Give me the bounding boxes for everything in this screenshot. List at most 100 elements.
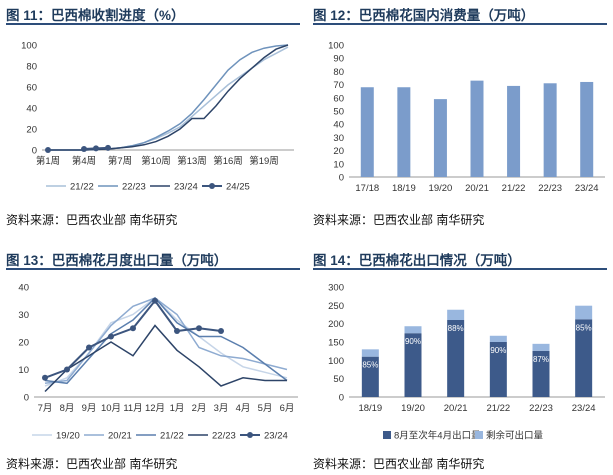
x-tick-label: 3月 [214, 403, 229, 414]
bar-percent-label: 85% [362, 361, 378, 370]
y-tick-label: 10 [333, 159, 344, 170]
legend-label: 22/23 [212, 431, 236, 442]
bar-18-19 [397, 87, 411, 177]
data-point [45, 147, 51, 153]
x-tick-label: 21/22 [486, 403, 510, 414]
legend-label: 24/25 [226, 182, 250, 193]
source-note: 资料来源：巴西农业部 南华研究 [313, 213, 485, 227]
legend-swatch [475, 431, 483, 439]
x-tick-label: 4月 [236, 403, 251, 414]
bar-segment-remaining [575, 305, 593, 320]
bar-segment-exported [489, 342, 507, 397]
data-point [196, 325, 202, 332]
bar-percent-label: 87% [533, 355, 549, 364]
bar-segment-exported [404, 333, 422, 397]
x-tick-label: 9月 [82, 403, 97, 414]
x-tick-label: 23/24 [572, 403, 596, 414]
y-tick-label: 200 [328, 319, 344, 330]
source-note: 资料来源：巴西农业部 南华研究 [313, 457, 485, 471]
title-rule [6, 23, 300, 25]
bar-segment-remaining [447, 309, 465, 320]
y-tick-label: 100 [21, 41, 37, 52]
bar-segment-remaining [361, 349, 379, 357]
x-tick-label: 8月 [60, 403, 75, 414]
source-note: 资料来源：巴西农业部 南华研究 [6, 457, 178, 471]
y-tick-label: 150 [328, 338, 344, 349]
title-rule [313, 268, 607, 270]
y-tick-label: 100 [328, 41, 344, 52]
y-tick-label: 0 [339, 173, 344, 184]
bar-percent-label: 85% [576, 323, 592, 332]
bar-segment-remaining [404, 326, 422, 334]
y-tick-label: 250 [328, 301, 344, 312]
y-tick-label: 50 [333, 374, 344, 385]
bar-19-20 [433, 99, 447, 177]
y-tick-label: 100 [328, 356, 344, 367]
series-line-22-23 [44, 324, 287, 393]
x-tick-label: 第4周 [72, 155, 96, 167]
x-tick-label: 5月 [258, 403, 273, 414]
chart-panel-13: 图 13：巴西棉花月度出口量（万吨） 0 10 20 30 40 7月 8月 9月 10月 11月… [6, 249, 300, 471]
legend-label: 22/23 [122, 182, 146, 193]
series-line-22-23 [48, 44, 289, 151]
x-tick-label: 19/20 [401, 403, 425, 414]
y-tick-label: 70 [333, 80, 344, 91]
chart-panel-12: 图 12：巴西棉花国内消费量（万吨） 0 10 20 30 40 50 60 70 80 90 10… [313, 4, 607, 230]
legend-marker [247, 432, 253, 438]
source-note: 资料来源：巴西农业部 南华研究 [6, 213, 178, 227]
y-tick-label: 20 [333, 146, 344, 157]
x-tick-label: 22/23 [529, 403, 553, 414]
legend-label: 19/20 [56, 431, 80, 442]
y-tick-label: 0 [32, 146, 37, 157]
legend-swatch [383, 431, 391, 439]
bar-percent-label: 90% [405, 337, 421, 346]
x-tick-label: 11月 [123, 403, 142, 414]
x-tick-label: 第16周 [213, 155, 243, 167]
y-tick-label: 80 [26, 62, 37, 73]
chart-monthly-exports: 0 10 20 30 40 7月 8月 9月 10月 11月 12月 1月 2月 3月 4月 5月 6月 19/2… [18, 283, 298, 442]
bar-21-22 [507, 85, 521, 177]
y-tick-label: 90 [333, 54, 344, 65]
data-point [218, 328, 224, 334]
data-point [81, 145, 87, 152]
data-point [93, 145, 99, 152]
y-tick-label: 20 [18, 338, 29, 349]
x-tick-label: 23/24 [575, 183, 599, 194]
legend-label: 23/24 [264, 431, 288, 442]
bar-segment-exported [532, 350, 550, 397]
y-tick-label: 40 [26, 104, 37, 115]
x-tick-label: 10月 [101, 403, 121, 414]
title-rule [6, 268, 300, 270]
legend-label: 8月至次年4月出口量 [394, 430, 481, 442]
x-tick-label: 18/19 [392, 183, 416, 194]
x-tick-label: 17/18 [355, 183, 379, 194]
x-tick-label: 1月 [170, 403, 185, 414]
data-point [152, 297, 158, 304]
x-tick-label: 第13周 [177, 155, 207, 167]
chart-title: 图 12：巴西棉花国内消费量（万吨） [313, 8, 535, 23]
series-line-23-24 [48, 44, 289, 151]
y-tick-label: 60 [26, 83, 37, 94]
y-tick-label: 0 [339, 393, 344, 404]
y-tick-label: 300 [328, 283, 344, 294]
x-tick-label: 第19周 [249, 155, 279, 167]
x-tick-label: 第10周 [141, 155, 171, 167]
legend-label: 21/22 [160, 431, 184, 442]
bar-segment-remaining [489, 335, 507, 342]
y-tick-label: 30 [333, 133, 344, 144]
y-tick-label: 20 [26, 125, 37, 136]
y-tick-label: 60 [333, 93, 344, 104]
x-tick-label: 19/20 [429, 183, 453, 194]
chart-harvest-progress: 0 20 40 60 80 100 第1周 第4周 第7周 第10周 第13周 第16周 第19周 21/… [21, 41, 294, 193]
data-point [64, 366, 70, 373]
chart-panel-14: 图 14：巴西棉花出口情况（万吨） 0 50 100 150 200 250 300 85% 1… [313, 249, 607, 471]
bar-segment-exported [447, 320, 465, 397]
data-point [42, 374, 48, 381]
legend-label: 20/21 [108, 431, 132, 442]
data-point [86, 344, 92, 351]
data-point [105, 144, 111, 151]
chart-title: 图 11：巴西棉收割进度（%） [6, 8, 185, 23]
series-line-21-22 [48, 46, 289, 151]
chart-export-status: 0 50 100 150 200 250 300 85% 18/19 90% 19/20 88% 20/… [328, 283, 605, 442]
bar-20-21 [470, 80, 484, 177]
